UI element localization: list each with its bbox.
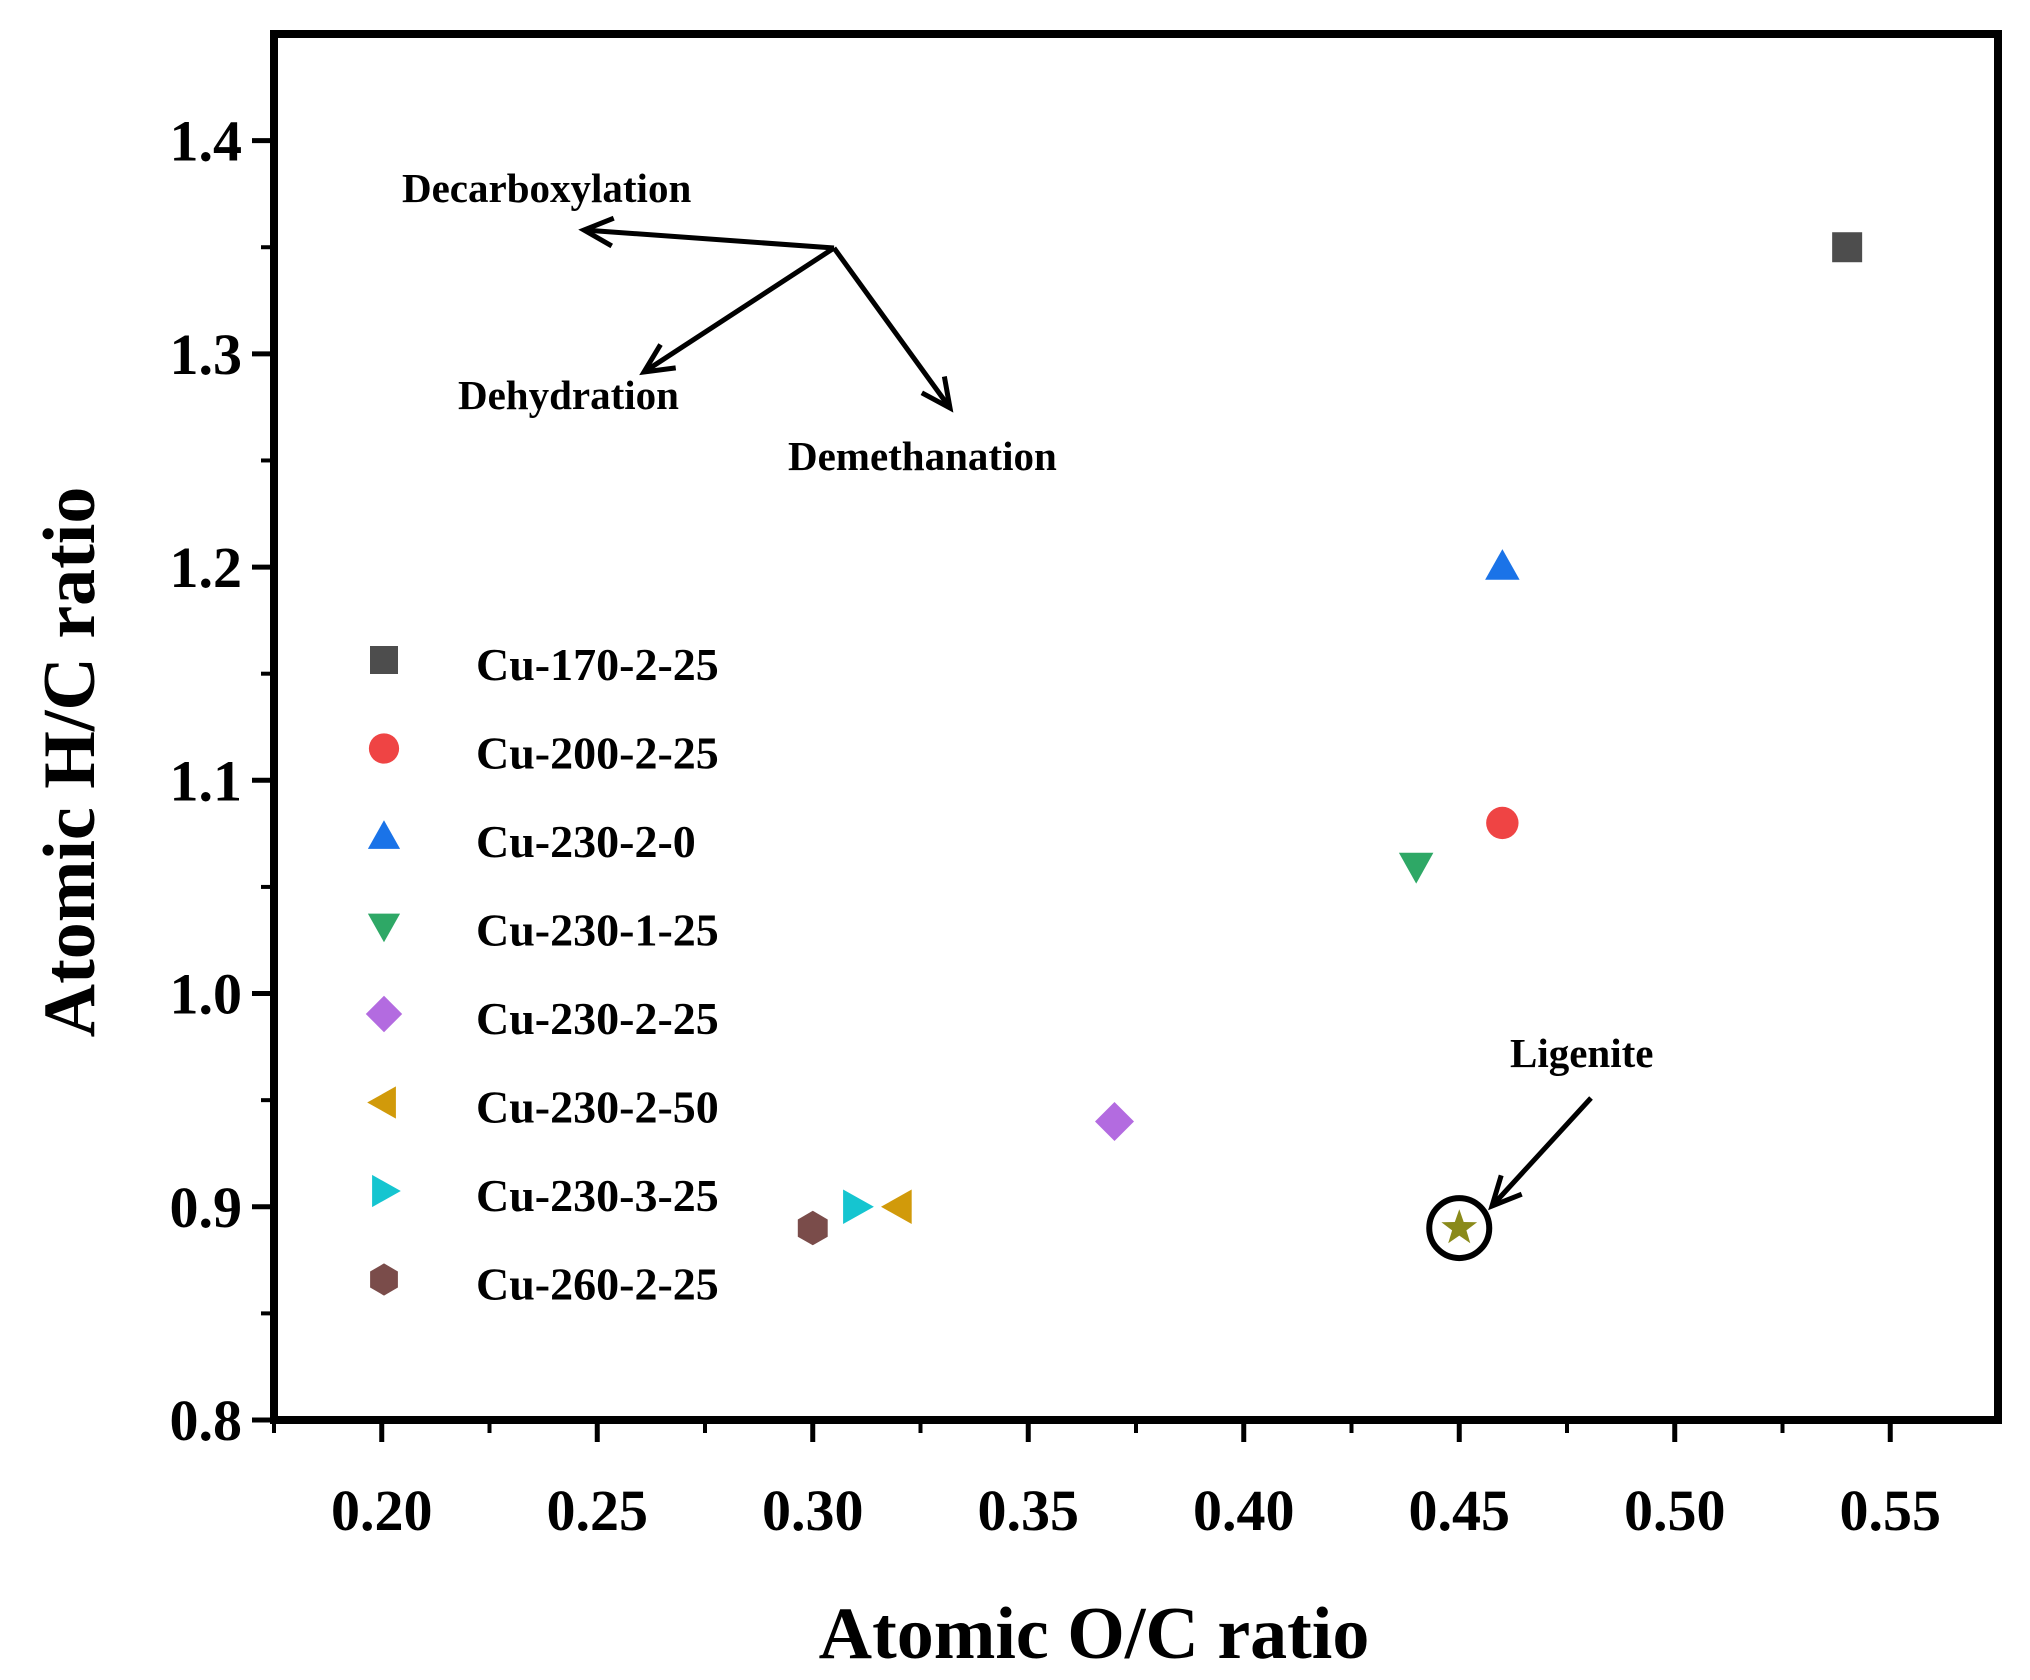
point-cu-260-2-25 xyxy=(797,1210,828,1246)
point-cu-230-1-25 xyxy=(1398,852,1434,884)
arrow-shaft xyxy=(1490,1096,1593,1208)
legend-marker-cu-170-2-25 xyxy=(370,646,398,674)
y-tick-label: 1.0 xyxy=(170,962,243,1027)
legend-marker-cu-200-2-25 xyxy=(368,733,400,764)
legend-label: Cu-260-2-25 xyxy=(476,1259,719,1310)
annotation-ligenite: Ligenite xyxy=(1510,1030,1653,1076)
y-tick-label: 0.9 xyxy=(170,1175,243,1240)
arrow-shaft xyxy=(583,227,835,251)
x-axis-ticks: 0.20 0.25 0.30 0.35 0.40 0.45 0.50 0.55 xyxy=(272,1420,1942,1543)
legend-label: Cu-170-2-25 xyxy=(476,639,719,690)
legend-label: Cu-230-1-25 xyxy=(476,905,719,956)
y-tick-label: 1.4 xyxy=(170,109,243,174)
demethanation-arrow xyxy=(831,246,954,413)
x-tick-label: 0.55 xyxy=(1840,1478,1942,1543)
legend-label: Cu-230-2-25 xyxy=(476,993,719,1044)
legend: Cu-170-2-25 Cu-200-2-25 Cu-230-2-0 Cu-230-1… xyxy=(365,639,719,1310)
y-axis-ticks: 0.8 0.9 1.0 1.1 1.2 1.3 1.4 xyxy=(170,109,274,1453)
point-cu-230-3-25 xyxy=(843,1189,874,1224)
arrow-shaft xyxy=(831,246,953,410)
y-tick-label: 1.1 xyxy=(170,748,243,813)
x-axis-label: Atomic O/C ratio xyxy=(819,1593,1370,1675)
legend-marker-cu-230-2-25 xyxy=(365,995,403,1033)
annotation-decarboxylation: Decarboxylation xyxy=(402,165,691,211)
x-tick-label: 0.45 xyxy=(1409,1478,1511,1543)
dehydration-arrow xyxy=(639,245,836,376)
point-cu-230-2-0 xyxy=(1485,549,1520,580)
x-tick-label: 0.35 xyxy=(978,1478,1080,1543)
legend-label: Cu-230-3-25 xyxy=(476,1170,719,1221)
point-cu-200-2-25 xyxy=(1486,806,1519,840)
ligenite-arrow xyxy=(1488,1096,1593,1211)
point-ligenite-star xyxy=(1441,1209,1478,1244)
legend-label: Cu-200-2-25 xyxy=(476,728,719,779)
x-tick-label: 0.40 xyxy=(1193,1478,1295,1543)
annotation-demethanation: Demethanation xyxy=(788,433,1057,479)
annotations: Decarboxylation Dehydration Demethanation L… xyxy=(402,165,1653,1211)
x-tick-label: 0.20 xyxy=(331,1478,433,1543)
arrow-head xyxy=(639,343,677,376)
legend-marker-cu-230-3-25 xyxy=(372,1174,401,1208)
legend-marker-cu-230-1-25 xyxy=(367,913,401,943)
y-tick-label: 1.3 xyxy=(170,322,243,387)
legend-marker-cu-230-2-50 xyxy=(367,1086,396,1119)
y-axis-label: Atomic H/C ratio xyxy=(29,487,111,1038)
arrow-head xyxy=(1488,1174,1523,1211)
arrow-head xyxy=(920,376,954,413)
point-cu-230-2-25 xyxy=(1095,1102,1134,1141)
arrow-shaft xyxy=(642,245,836,375)
ligenite-highlight-circle xyxy=(1426,1195,1493,1262)
arrow-head xyxy=(578,215,615,249)
point-cu-230-2-50 xyxy=(881,1189,912,1224)
legend-marker-cu-230-2-0 xyxy=(367,820,401,849)
x-tick-label: 0.25 xyxy=(547,1478,649,1543)
legend-marker-cu-260-2-25 xyxy=(370,1263,398,1296)
y-tick-label: 1.2 xyxy=(170,535,243,600)
data-points xyxy=(797,232,1863,1262)
x-tick-label: 0.50 xyxy=(1624,1478,1726,1543)
legend-label: Cu-230-2-0 xyxy=(476,816,696,867)
y-tick-label: 0.8 xyxy=(170,1388,243,1453)
point-cu-170-2-25 xyxy=(1832,232,1863,263)
decarboxylation-arrow xyxy=(578,215,835,251)
x-tick-label: 0.30 xyxy=(762,1478,864,1543)
legend-label: Cu-230-2-50 xyxy=(476,1082,719,1133)
annotation-dehydration: Dehydration xyxy=(458,372,679,418)
